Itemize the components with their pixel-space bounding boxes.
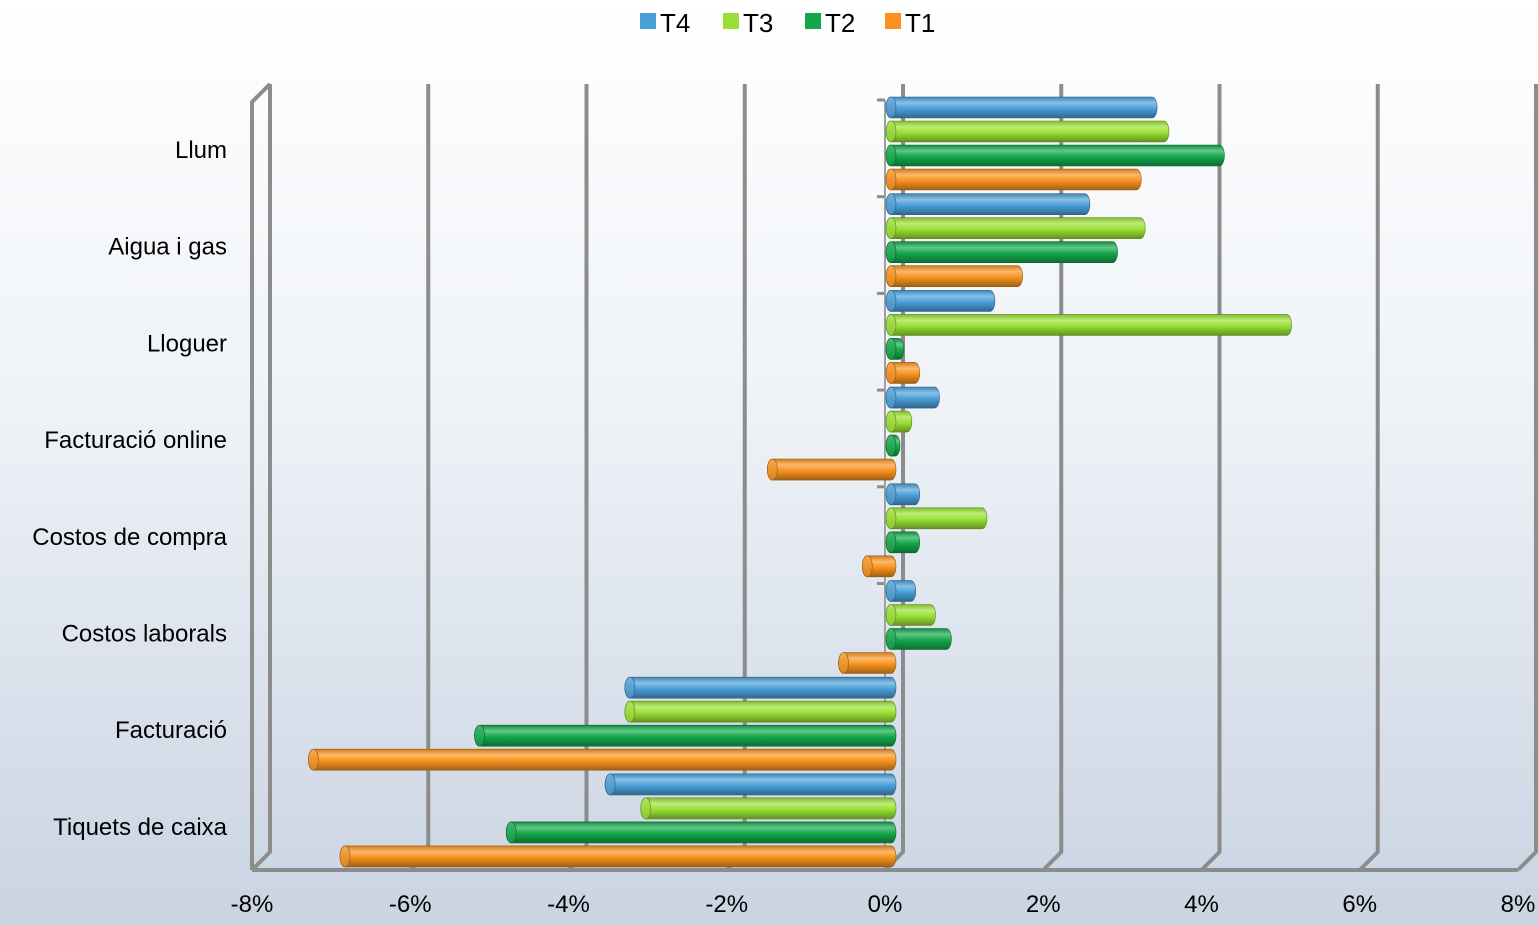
bar-t1	[838, 652, 897, 674]
category-label: Costos laborals	[62, 621, 227, 648]
x-tick-label: 2%	[1026, 891, 1061, 918]
x-tick-label: -2%	[705, 891, 748, 918]
legend-swatch-t1	[885, 13, 901, 29]
bar-t4	[624, 676, 897, 699]
legend: T4 T3 T2 T1	[640, 8, 935, 38]
bar-t2	[885, 434, 901, 457]
x-tick-label: 6%	[1342, 891, 1377, 918]
legend-label: T4	[660, 8, 690, 38]
bar-t3	[885, 314, 1292, 336]
gridline	[1041, 84, 1064, 872]
category-label: Aigua i gas	[108, 234, 227, 261]
category-labels: Llum Aigua i gas Lloguer Facturació online C…	[32, 137, 227, 841]
bars	[308, 96, 1292, 868]
bar-t3	[885, 507, 988, 530]
legend-label: T3	[743, 8, 773, 38]
bar-t3	[640, 797, 897, 820]
bar-t1	[308, 748, 897, 771]
bar-t4	[885, 386, 940, 409]
legend-swatch-t3	[723, 13, 739, 29]
x-tick-label: 4%	[1184, 891, 1219, 918]
gridline	[1516, 84, 1538, 872]
bar-t3	[885, 217, 1146, 239]
bar-t3	[885, 120, 1170, 143]
bar-t1	[861, 555, 897, 578]
x-tick-label: 8%	[1501, 891, 1536, 918]
bar-t2	[474, 724, 897, 747]
bar-t4	[885, 96, 1158, 119]
category-label: Facturació	[115, 717, 227, 744]
category-label: Costos de compra	[32, 524, 227, 551]
bar-t2	[885, 338, 905, 360]
bar-t2	[885, 628, 952, 650]
bar-t2	[885, 144, 1225, 167]
bar-t1	[767, 458, 897, 481]
category-label: Facturació online	[44, 427, 227, 454]
x-tick-label: -6%	[389, 891, 432, 918]
bar-t1	[885, 265, 1023, 288]
bar-t1	[885, 362, 921, 384]
bar-t3	[624, 700, 897, 723]
x-tick-label: -8%	[231, 891, 274, 918]
legend-label: T1	[905, 8, 935, 38]
bar-t4	[885, 193, 1091, 215]
bar-t1	[885, 168, 1142, 191]
gridline	[250, 84, 272, 872]
bar-t1	[339, 845, 897, 868]
bar-t2	[885, 531, 921, 554]
gridline	[1200, 84, 1222, 872]
axes	[250, 82, 1518, 872]
bar-t2	[505, 821, 897, 844]
category-label: Lloguer	[147, 330, 227, 357]
bar-t3	[885, 410, 913, 433]
gridline	[1358, 84, 1380, 872]
category-label: Llum	[175, 137, 227, 164]
legend-swatch-t4	[640, 13, 656, 29]
x-tick-label: -4%	[547, 891, 590, 918]
bar-t4	[885, 580, 917, 602]
legend-swatch-t2	[805, 13, 821, 29]
side-wall	[250, 82, 272, 870]
category-label: Tiquets de caixa	[53, 814, 228, 841]
bar-t4	[604, 773, 897, 796]
tick-labels: -8% -6% -4% -2% 0% 2% 4% 6% 8%	[231, 891, 1536, 918]
legend-label: T2	[825, 8, 855, 38]
bar-t4	[885, 483, 921, 506]
bar-t2	[885, 241, 1118, 263]
bar-t4	[885, 290, 996, 312]
bar-t3	[885, 604, 936, 626]
x-tick-label: 0%	[868, 891, 903, 918]
